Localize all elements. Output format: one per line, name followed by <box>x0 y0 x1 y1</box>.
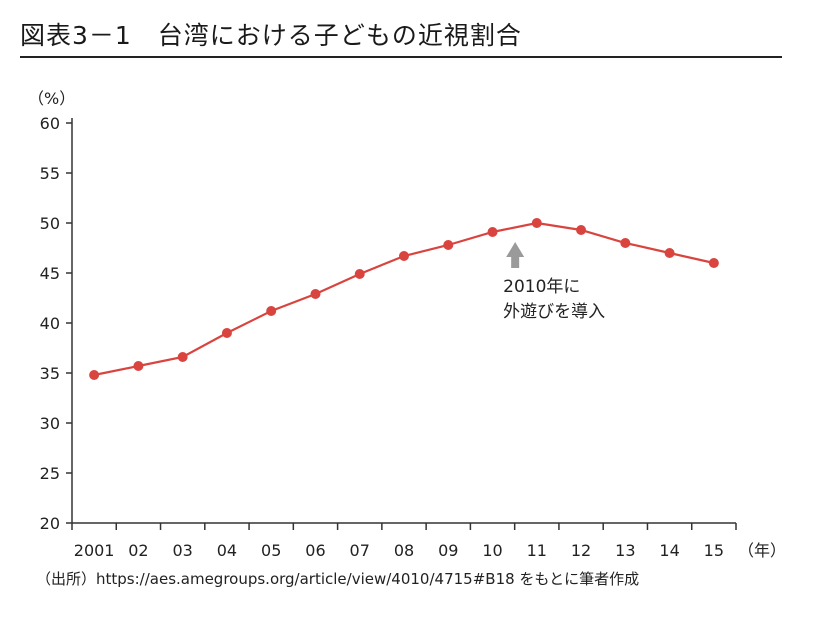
title-rule <box>20 56 782 58</box>
data-point <box>89 370 100 380</box>
data-point <box>576 225 587 235</box>
data-point <box>487 227 498 237</box>
data-point <box>443 240 454 250</box>
y-axis-label: （%） <box>28 89 75 108</box>
x-tick-label: 07 <box>350 541 370 560</box>
x-tick-label: 2001 <box>74 541 115 560</box>
data-point <box>177 352 188 362</box>
x-axis-label: （年） <box>738 541 786 560</box>
x-tick-label: 15 <box>704 541 724 560</box>
source-note: （出所）https://aes.amegroups.org/article/vi… <box>36 570 640 588</box>
y-tick-label: 30 <box>40 414 60 433</box>
y-tick-label: 35 <box>40 364 60 383</box>
data-point <box>399 251 409 261</box>
x-tick-label: 06 <box>305 541 325 560</box>
x-tick-label: 03 <box>172 541 192 560</box>
y-tick-label: 20 <box>40 514 60 533</box>
x-tick-label: 14 <box>659 541 679 560</box>
x-tick-label: 12 <box>571 541 591 560</box>
data-point <box>221 328 232 338</box>
up-arrow-icon <box>506 242 525 268</box>
y-tick-label: 50 <box>40 214 60 233</box>
data-point <box>708 258 719 268</box>
x-tick-label: 08 <box>394 541 414 560</box>
x-tick-label: 13 <box>615 541 635 560</box>
x-tick-label: 11 <box>527 541 547 560</box>
annotation-text: 2010年に <box>503 277 580 297</box>
data-point <box>664 248 675 258</box>
x-tick-label: 04 <box>217 541 237 560</box>
data-point <box>133 361 144 371</box>
chart-title: 図表3－1 台湾における子どもの近視割合 <box>20 21 522 50</box>
y-tick-label: 25 <box>40 464 60 483</box>
data-line <box>93 221 715 377</box>
data-point <box>354 269 365 279</box>
y-tick-label: 60 <box>40 114 60 133</box>
x-tick-label: 02 <box>128 541 148 560</box>
x-tick-label: 10 <box>482 541 502 560</box>
y-tick-label: 45 <box>40 264 60 283</box>
data-point <box>620 238 631 248</box>
y-tick-label: 40 <box>40 314 60 333</box>
x-tick-label: 09 <box>438 541 458 560</box>
annotation-text: 外遊びを導入 <box>503 302 605 322</box>
data-point <box>266 306 277 316</box>
data-point <box>310 289 321 299</box>
x-tick-label: 05 <box>261 541 281 560</box>
data-point <box>531 218 542 228</box>
y-tick-label: 55 <box>40 164 60 183</box>
